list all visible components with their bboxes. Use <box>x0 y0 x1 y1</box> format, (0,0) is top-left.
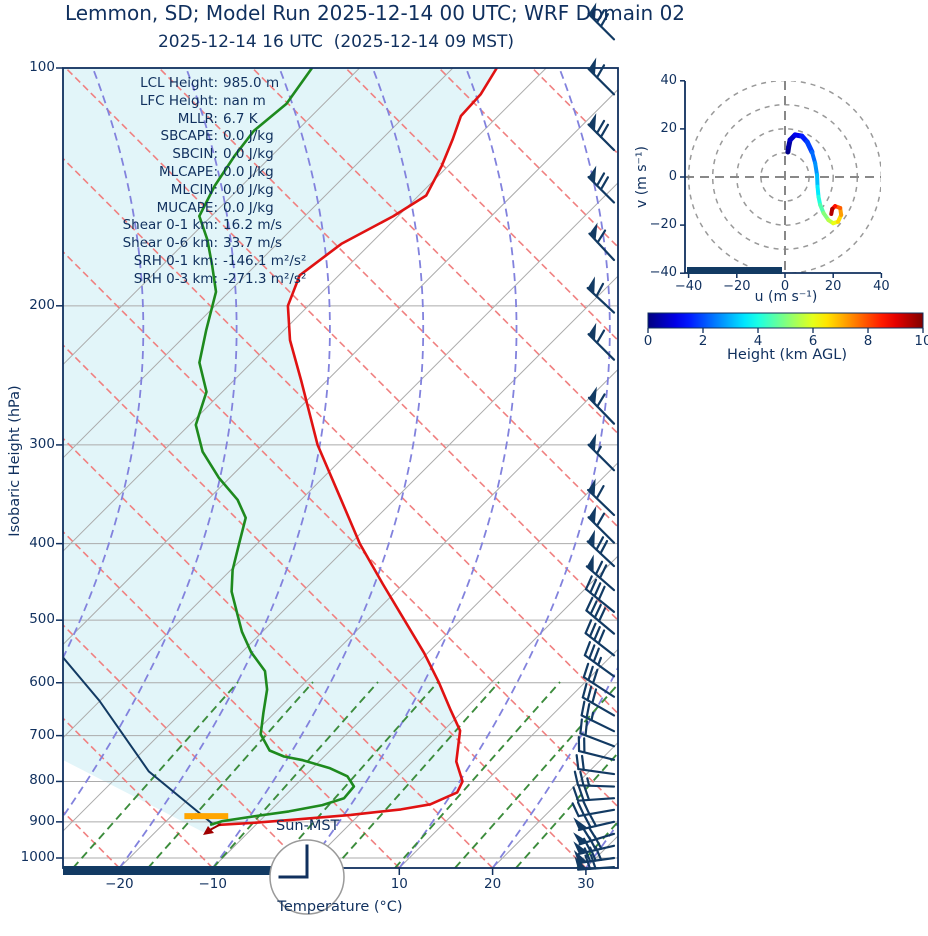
stat-row: MLLR: 6.7 K <box>70 111 306 129</box>
x-tick-label: 30 <box>577 876 595 892</box>
x-tick-label: 10 <box>390 876 408 892</box>
stat-value: 0.0 J/kg <box>223 146 274 163</box>
hodograph-x-label: u (m s⁻¹) <box>754 289 818 305</box>
hodo-y-tick-label: 40 <box>660 72 677 88</box>
hodo-x-tick-label: −40 <box>674 279 703 294</box>
stat-label: Shear 0-6 km: <box>122 235 218 252</box>
stat-label: LCL Height: <box>140 75 218 91</box>
x-tick-label: 20 <box>484 876 502 892</box>
x-axis-label: Temperature (°C) <box>277 899 403 915</box>
colorbar-tick-label: 8 <box>863 333 873 349</box>
below-ground-bar <box>63 866 283 875</box>
stat-value: 0.0 J/kg <box>223 181 274 198</box>
x-tick-label: −10 <box>198 876 227 892</box>
stat-row: MUCAPE: 0.0 J/kg <box>70 200 306 218</box>
stat-value: 0.0 J/kg <box>223 163 274 180</box>
subtitle: 2025-12-14 16 UTC (2025-12-14 09 MST) <box>157 32 515 52</box>
stat-label: MLCIN: <box>170 181 218 198</box>
stat-label: SRH 0-3 km: <box>133 270 218 287</box>
stat-label: MLCAPE: <box>158 163 218 180</box>
hodo-x-tick-label: 40 <box>873 279 890 294</box>
hodo-x-tick-label: 0 <box>780 279 790 294</box>
colorbar-tick-label: 2 <box>698 333 708 349</box>
stat-value: 985.0 m <box>223 75 280 91</box>
y-tick-label: 600 <box>29 673 55 690</box>
sun-mst-label: Sun-MST <box>276 818 340 834</box>
stat-label: MLLR: <box>177 110 218 127</box>
stat-value: -271.3 m²/s² <box>223 270 307 287</box>
colorbar-tick-label: 6 <box>808 333 818 349</box>
stat-value: 0.0 J/kg <box>223 128 274 145</box>
stat-value: 16.2 m/s <box>223 217 283 234</box>
hodograph-trace <box>785 132 844 226</box>
stat-row: LFC Height: nan m <box>70 93 306 111</box>
stat-label: SBCIN: <box>172 146 218 163</box>
stat-row: MLCIN: 0.0 J/kg <box>70 182 306 200</box>
y-tick-label: 700 <box>29 726 55 743</box>
stat-row: Shear 0-6 km: 33.7 m/s <box>70 235 306 253</box>
stat-label: SBCAPE: <box>160 128 218 145</box>
wind-barbs <box>571 2 616 871</box>
hodo-y-tick-label: 0 <box>668 169 677 184</box>
x-tick-label: −20 <box>105 876 134 892</box>
stat-row: SRH 0-1 km: -146.1 m²/s² <box>70 252 307 271</box>
stat-value: nan m <box>223 92 266 109</box>
stat-row: MLCAPE: 0.0 J/kg <box>70 164 306 182</box>
y-tick-label: 500 <box>29 611 55 628</box>
stat-row: SBCIN: 0.0 J/kg <box>70 146 306 164</box>
stat-row: LCL Height: 985.0 m <box>70 75 306 93</box>
stat-value: 6.7 K <box>223 110 258 127</box>
colorbar-tick-label: 10 <box>914 333 928 349</box>
stat-label: SRH 0-1 km: <box>133 252 218 269</box>
hodograph <box>680 80 883 278</box>
main-title: Lemmon, SD; Model Run 2025-12-14 00 UTC;… <box>64 1 686 25</box>
colorbar <box>647 312 924 333</box>
y-tick-label: 900 <box>29 812 55 829</box>
stat-row: Shear 0-1 km: 16.2 m/s <box>70 217 306 235</box>
hodo-y-tick-label: −40 <box>649 265 677 281</box>
stat-row: SRH 0-3 km: -271.3 m²/s² <box>70 270 307 289</box>
y-tick-label: 400 <box>29 534 55 551</box>
stat-value: 0.0 J/kg <box>223 199 274 216</box>
stat-value: 33.7 m/s <box>223 235 283 252</box>
hodo-x-tick-label: 20 <box>824 279 842 294</box>
y-tick-label: 200 <box>29 296 55 313</box>
hodo-y-tick-label: 20 <box>660 120 677 136</box>
stat-value: -146.1 m²/s² <box>223 252 307 269</box>
y-axis-label: Isobaric Height (hPa) <box>7 385 23 537</box>
colorbar-label: Height (km AGL) <box>727 347 847 363</box>
y-tick-label: 1000 <box>20 849 55 865</box>
surface-arrow <box>203 826 214 835</box>
colorbar-tick-label: 0 <box>643 333 653 349</box>
temperature-curve <box>217 68 498 827</box>
stat-label: Shear 0-1 km: <box>122 217 218 234</box>
stat-label: MUCAPE: <box>156 199 218 216</box>
stat-label: LFC Height: <box>139 92 218 109</box>
colorbar-tick-label: 4 <box>753 333 763 349</box>
parcel-trace <box>63 655 215 826</box>
y-tick-label: 800 <box>29 772 55 789</box>
skewt-plot <box>63 68 618 868</box>
stats-panel: LCL Height: 985.0 m LFC Height: nan m MLLR: 6… <box>70 75 307 289</box>
y-tick-label: 100 <box>29 59 55 75</box>
clock-icon <box>269 839 345 915</box>
hodo-x-tick-label: −20 <box>723 279 751 294</box>
y-tick-label: 300 <box>29 435 55 452</box>
stat-row: SBCAPE: 0.0 J/kg <box>70 128 306 146</box>
hodo-y-tick-label: −20 <box>649 217 677 233</box>
dewpoint-curve <box>194 68 356 827</box>
